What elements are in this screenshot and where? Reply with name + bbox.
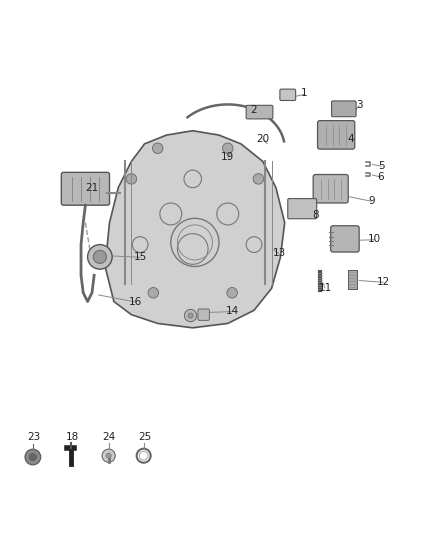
Text: 20: 20	[256, 134, 269, 143]
Circle shape	[184, 310, 197, 322]
Text: 1: 1	[301, 88, 308, 99]
Text: 11: 11	[318, 282, 332, 293]
Text: 8: 8	[312, 210, 319, 220]
Circle shape	[227, 287, 237, 298]
Text: 3: 3	[356, 100, 363, 110]
Text: 4: 4	[347, 134, 354, 144]
Circle shape	[93, 251, 106, 263]
Text: 12: 12	[377, 277, 390, 287]
Circle shape	[29, 454, 36, 461]
Text: 13: 13	[272, 248, 286, 259]
Text: 16: 16	[129, 296, 142, 306]
Text: 21: 21	[85, 183, 99, 192]
Circle shape	[88, 245, 112, 269]
FancyBboxPatch shape	[348, 270, 357, 289]
Circle shape	[102, 449, 115, 462]
Circle shape	[148, 287, 159, 298]
FancyBboxPatch shape	[61, 172, 110, 205]
Circle shape	[223, 143, 233, 154]
Text: 18: 18	[66, 432, 79, 442]
FancyBboxPatch shape	[332, 101, 356, 117]
Text: 23: 23	[28, 432, 41, 442]
Polygon shape	[105, 131, 285, 328]
Text: 6: 6	[378, 172, 385, 182]
Text: 10: 10	[368, 235, 381, 244]
FancyBboxPatch shape	[331, 226, 359, 252]
Circle shape	[152, 143, 163, 154]
FancyBboxPatch shape	[280, 89, 296, 101]
Text: 15: 15	[134, 252, 147, 262]
Circle shape	[25, 449, 41, 465]
Text: 14: 14	[226, 306, 239, 316]
Text: 25: 25	[138, 432, 151, 442]
Circle shape	[188, 313, 193, 318]
Text: 9: 9	[368, 196, 375, 206]
Text: 24: 24	[102, 432, 115, 442]
Circle shape	[126, 174, 137, 184]
Text: 5: 5	[378, 161, 385, 171]
FancyBboxPatch shape	[318, 120, 355, 149]
FancyBboxPatch shape	[246, 106, 273, 119]
FancyBboxPatch shape	[198, 309, 209, 320]
Circle shape	[106, 453, 111, 458]
Circle shape	[253, 174, 264, 184]
FancyBboxPatch shape	[288, 199, 317, 219]
FancyBboxPatch shape	[313, 174, 348, 203]
Text: 2: 2	[250, 104, 257, 115]
Text: 19: 19	[221, 152, 234, 162]
